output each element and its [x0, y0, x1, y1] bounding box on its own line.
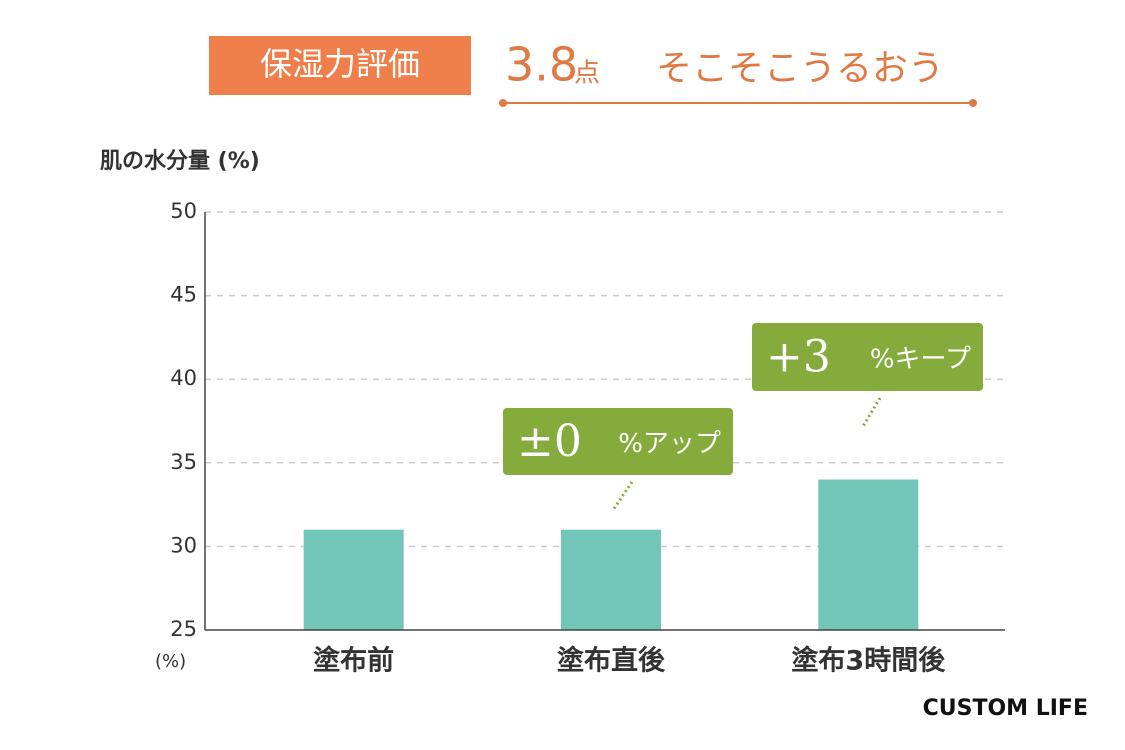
- x-tick-label: 塗布直後: [557, 645, 666, 677]
- underline-dot: [499, 99, 507, 107]
- y-tick-label: 35: [170, 450, 197, 474]
- bar: [561, 529, 661, 630]
- callout-sub: %キープ: [870, 345, 971, 375]
- y-tick-label: 30: [170, 533, 197, 557]
- plot-area: 25 30 35 40 45 50 塗布前 塗布直後 塗布3時間後 ±0 %アップ +3 %キープ: [170, 199, 1005, 677]
- callout-pointer: [860, 397, 882, 429]
- verdict: そこそこうるおう: [656, 48, 944, 89]
- score: 3.8: [505, 38, 578, 92]
- bar: [818, 479, 919, 630]
- score-unit: 点: [574, 59, 600, 89]
- x-tick-label: 塗布3時間後: [791, 645, 946, 677]
- bar: [303, 529, 404, 630]
- unit-note: (%): [155, 651, 186, 672]
- underline-dot: [969, 99, 977, 107]
- callout-pointer: [611, 481, 634, 511]
- callout-box: [503, 408, 733, 475]
- brand: CUSTOM LIFE: [923, 696, 1088, 721]
- callout-main: +3: [766, 332, 831, 383]
- y-tick-label: 40: [170, 366, 197, 390]
- title-label: 保湿力評価: [260, 45, 420, 83]
- title-badge: [209, 36, 471, 95]
- y-axis-label: 肌の水分量 (%): [100, 149, 260, 174]
- y-tick-label: 45: [170, 283, 197, 307]
- callout-box: [752, 323, 983, 391]
- y-tick-label: 50: [170, 199, 197, 223]
- x-tick-label: 塗布前: [313, 645, 394, 677]
- y-tick-label: 25: [170, 617, 197, 641]
- callout-sub: %アップ: [618, 429, 721, 459]
- callout-main: ±0: [517, 416, 582, 467]
